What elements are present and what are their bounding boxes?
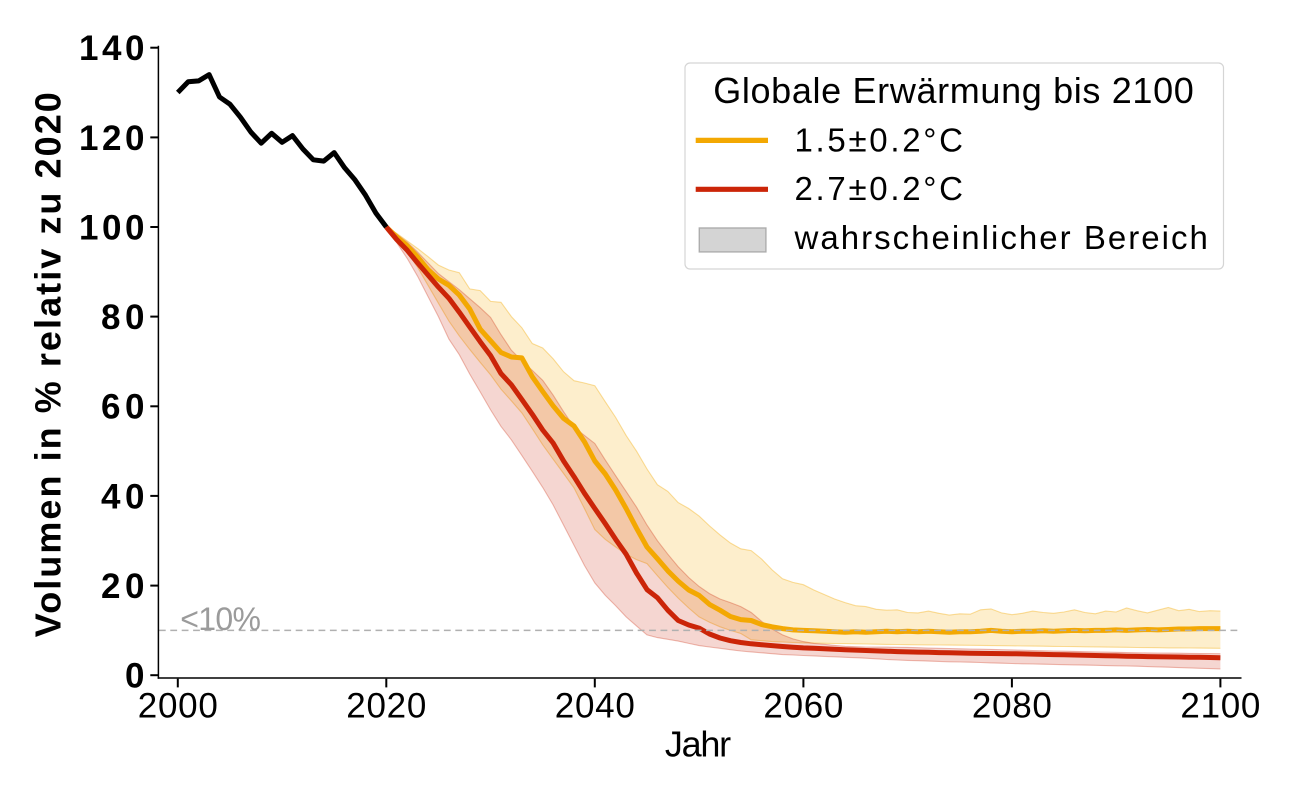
svg-text:2000: 2000 <box>138 687 218 726</box>
svg-text:2040: 2040 <box>555 687 635 726</box>
svg-text:<10%: <10% <box>180 601 261 637</box>
svg-text:2060: 2060 <box>763 687 843 726</box>
svg-text:120: 120 <box>79 119 145 158</box>
svg-text:140: 140 <box>79 29 145 68</box>
svg-text:100: 100 <box>79 208 145 247</box>
svg-text:Volumen in % relativ zu 2020: Volumen in % relativ zu 2020 <box>28 92 69 637</box>
svg-text:Jahr: Jahr <box>665 724 731 765</box>
svg-text:0: 0 <box>125 657 144 696</box>
svg-text:2020: 2020 <box>346 687 426 726</box>
svg-text:2.7±0.2°C: 2.7±0.2°C <box>795 170 964 207</box>
svg-text:2080: 2080 <box>972 687 1052 726</box>
svg-text:1.5±0.2°C: 1.5±0.2°C <box>795 121 964 158</box>
svg-text:Globale Erwärmung bis 2100: Globale Erwärmung bis 2100 <box>713 70 1194 111</box>
svg-text:2100: 2100 <box>1180 687 1260 726</box>
svg-text:wahrscheinlicher Bereich: wahrscheinlicher Bereich <box>794 219 1208 256</box>
